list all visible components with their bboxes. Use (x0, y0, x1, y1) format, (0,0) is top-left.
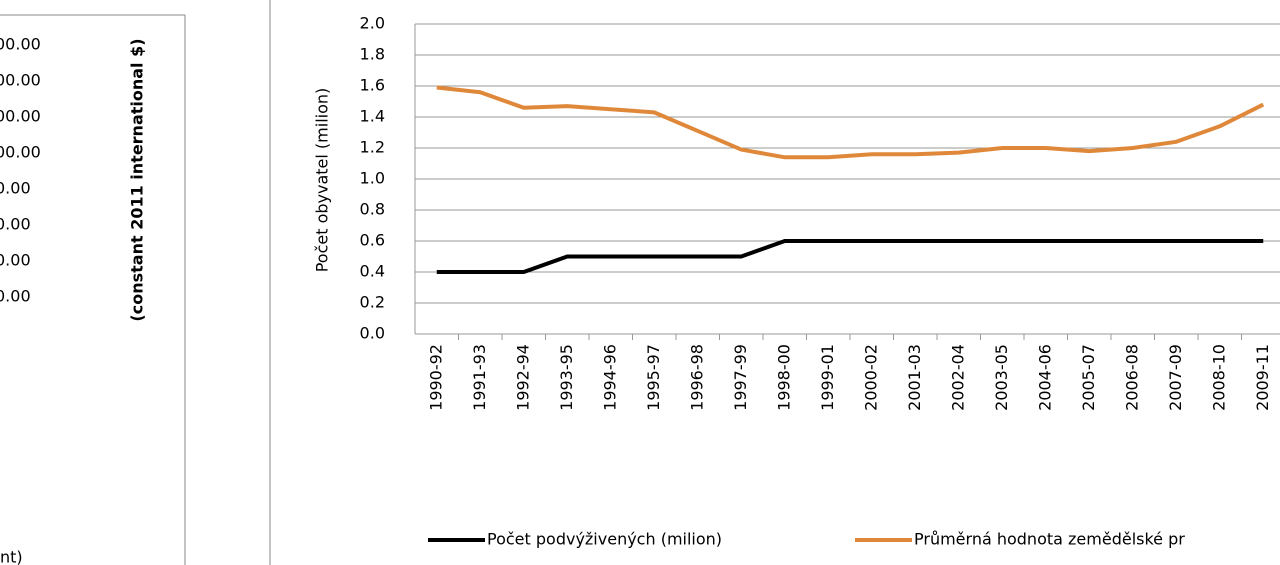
y-tick-label: 2.0 (360, 14, 385, 33)
left-tick-label: 0.00 (0, 287, 31, 306)
x-tick-label: 2002-04 (948, 344, 967, 411)
x-tick-label: 1997-99 (731, 344, 750, 411)
left-tick-label: 00.00 (0, 143, 41, 162)
y-tick-label: 0.8 (360, 200, 385, 219)
y-axis-label: Počet obyvatel (milion) (313, 88, 332, 273)
x-tick-label: 2007-09 (1166, 344, 1185, 411)
y-tick-label: 1.0 (360, 169, 385, 188)
x-tick-label: 1998-00 (774, 344, 793, 411)
y-tick-label: 1.2 (360, 138, 385, 157)
left-tick-label: 0.00 (0, 251, 31, 270)
x-tick-label: 2008-10 (1209, 344, 1228, 411)
x-tick-label: 1996-98 (687, 344, 706, 411)
x-tick-label: 1999-01 (818, 344, 837, 411)
x-tick-label: 2005-07 (1079, 344, 1098, 411)
left-tick-label: 00.00 (0, 71, 41, 90)
left-tick-label: 0.00 (0, 179, 31, 198)
y-tick-label: 0.2 (360, 293, 385, 312)
x-tick-label: 1992-94 (513, 344, 532, 411)
y-tick-label: 1.4 (360, 107, 385, 126)
left-footer: nt) (0, 548, 23, 565)
left-tick-label: 0.00 (0, 215, 31, 234)
y-tick-label: 0.6 (360, 231, 385, 250)
x-tick-label: 2004-06 (1035, 344, 1054, 411)
left-axis-label: (constant 2011 international $) (128, 38, 147, 321)
y-tick-label: 1.8 (360, 45, 385, 64)
series-line (436, 85, 1265, 160)
left-tick-label: 00.00 (0, 107, 41, 126)
y-tick-label: 0.0 (360, 324, 385, 343)
x-tick-label: 1994-96 (600, 344, 619, 411)
y-tick-label: 1.6 (360, 76, 385, 95)
x-tick-label: 2006-08 (1122, 344, 1141, 411)
series-line (436, 239, 1264, 274)
left-tick-label: 00.00 (0, 35, 41, 54)
x-tick-label: 1995-97 (644, 344, 663, 411)
x-tick-label: 2001-03 (905, 344, 924, 411)
x-tick-label: 2003-05 (992, 344, 1011, 411)
x-tick-label: 1991-93 (470, 344, 489, 411)
legend-label: Průměrná hodnota zemědělské pr (914, 530, 1185, 549)
x-tick-label: 1993-95 (557, 344, 576, 411)
x-tick-label: 2009-11 (1253, 344, 1272, 411)
x-tick-label: 2000-02 (861, 344, 880, 411)
y-tick-label: 0.4 (360, 262, 385, 281)
x-tick-label: 1990-92 (426, 344, 445, 411)
legend-label: Počet podvýživených (milion) (487, 530, 722, 549)
